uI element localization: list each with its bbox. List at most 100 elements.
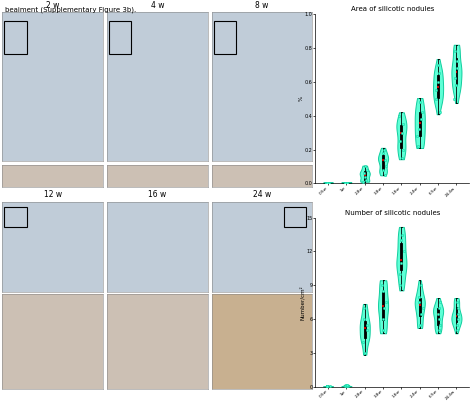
Point [363,177,370,183]
Title: Area of silicotic nodules: Area of silicotic nodules [351,6,434,12]
Point [415,293,423,300]
Point [359,339,366,345]
Point [454,316,462,322]
Point [323,383,331,390]
Point [450,96,457,102]
Point [416,99,424,105]
Point [381,146,388,153]
Point [326,382,333,389]
Point [324,383,331,390]
Point [398,231,405,238]
Point [417,282,425,289]
Text: 4 w: 4 w [151,1,164,10]
Point [436,299,443,305]
PathPatch shape [382,155,384,170]
PathPatch shape [364,171,365,180]
Point [399,129,406,136]
Point [343,382,351,389]
Point [454,327,461,334]
Point [323,382,331,389]
Text: beaiment (Supplementary Figure 3b).: beaiment (Supplementary Figure 3b). [5,6,136,12]
Point [342,382,349,389]
Point [363,166,371,173]
Point [454,65,461,71]
Point [399,121,407,127]
Text: 12 w: 12 w [44,191,62,199]
Point [323,383,331,390]
Bar [214,21,236,54]
Point [380,327,387,334]
Point [419,305,427,311]
PathPatch shape [437,75,439,98]
Point [432,87,440,93]
PathPatch shape [419,112,420,136]
Point [380,316,387,322]
Text: 24 w: 24 w [253,191,271,199]
Point [454,299,461,305]
Point [400,248,408,255]
Point [413,133,421,139]
Point [344,179,351,186]
Point [435,327,443,334]
Point [437,322,444,328]
Point [341,179,349,186]
Point [322,179,330,186]
Point [342,381,349,388]
Point [379,288,387,294]
Point [434,62,442,68]
Point [342,179,350,186]
Text: 2 w: 2 w [46,1,59,10]
Point [432,96,440,102]
Text: 16 w: 16 w [148,191,166,199]
Point [434,79,442,85]
Point [361,350,369,356]
Point [360,305,368,311]
Point [324,179,331,186]
Point [435,316,443,322]
Point [363,322,371,328]
Point [416,322,423,328]
PathPatch shape [382,292,384,320]
Point [396,138,404,144]
Title: Number of silicotic nodules: Number of silicotic nodules [345,210,440,216]
Point [360,170,367,177]
Text: 8 w: 8 w [255,1,269,10]
Point [324,179,332,186]
Point [345,383,352,390]
PathPatch shape [401,243,402,270]
Point [396,282,403,289]
Point [343,179,351,186]
Point [325,179,333,186]
Point [359,179,366,185]
Point [400,146,407,153]
Y-axis label: %: % [298,96,303,101]
Point [382,156,389,163]
Point [418,109,426,116]
Point [397,237,404,243]
Point [361,173,369,180]
Point [382,299,390,305]
Point [341,179,349,186]
Point [342,383,349,390]
Point [323,179,331,186]
Point [360,316,368,322]
Point [437,109,444,116]
Point [435,70,442,77]
PathPatch shape [456,307,457,322]
PathPatch shape [346,385,347,386]
Point [454,310,462,317]
Point [398,260,405,266]
Point [415,299,423,305]
Point [382,163,390,170]
Point [453,82,460,88]
Point [343,179,350,186]
Bar [4,21,27,54]
Point [451,48,459,54]
Point [363,327,371,334]
Point [434,310,441,317]
Point [381,172,388,178]
Point [451,75,458,82]
Point [378,282,386,289]
Point [397,271,404,277]
PathPatch shape [419,298,420,316]
